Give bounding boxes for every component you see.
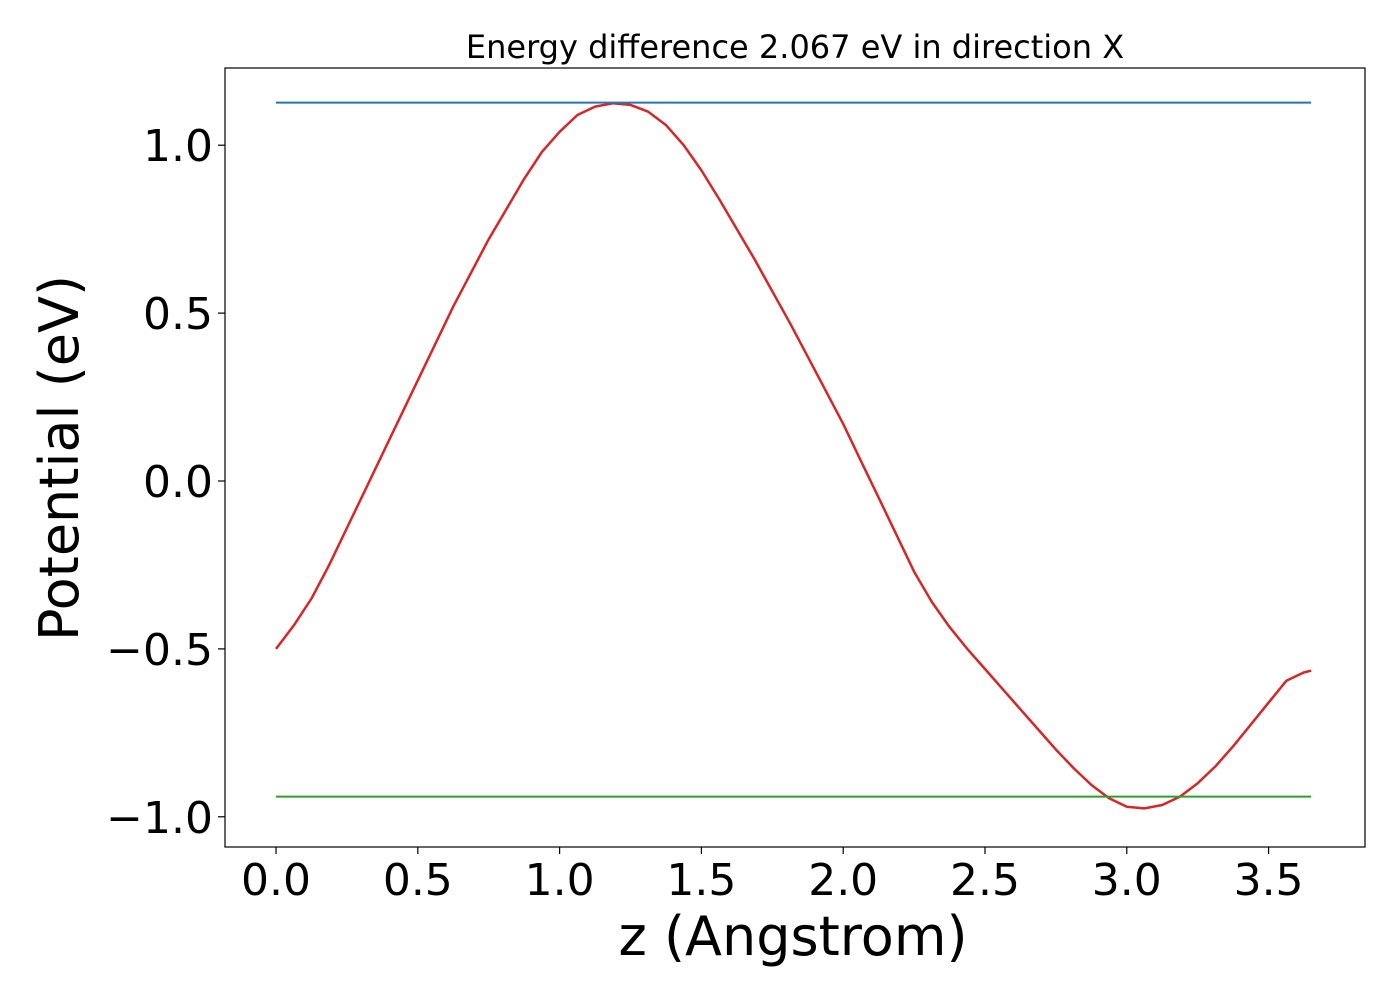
x-tick-label: 2.0 — [808, 855, 878, 906]
x-tick-label: 3.5 — [1234, 855, 1304, 906]
x-axis-label: z (Angstrom) — [618, 905, 967, 968]
x-tick-label: 0.0 — [241, 855, 311, 906]
plot-frame — [224, 67, 1366, 848]
x-tick-label: 1.5 — [666, 855, 736, 906]
series-layer — [275, 101, 1312, 810]
y-axis-ticks: 1.0 0.5 0.0 −0.5 −1.0 — [106, 121, 225, 844]
y-axis-label: Potential (eV) — [28, 275, 91, 641]
y-tick-label: −1.0 — [106, 793, 213, 844]
y-tick-label: 1.0 — [143, 121, 213, 172]
plot-background — [225, 68, 1365, 847]
x-axis-ticks: 0.0 0.5 1.0 1.5 2.0 2.5 3.0 3.5 — [241, 847, 1304, 906]
chart-title: Energy difference 2.067 eV in direction … — [466, 28, 1124, 66]
x-tick-label: 1.0 — [525, 855, 595, 906]
x-tick-label: 2.5 — [950, 855, 1020, 906]
x-tick-label: 3.0 — [1092, 855, 1162, 906]
y-tick-label: −0.5 — [106, 625, 213, 676]
series-line-1 — [275, 102, 1312, 810]
y-tick-label: 0.5 — [143, 289, 213, 340]
y-tick-label: 0.0 — [143, 457, 213, 508]
x-tick-label: 0.5 — [383, 855, 453, 906]
